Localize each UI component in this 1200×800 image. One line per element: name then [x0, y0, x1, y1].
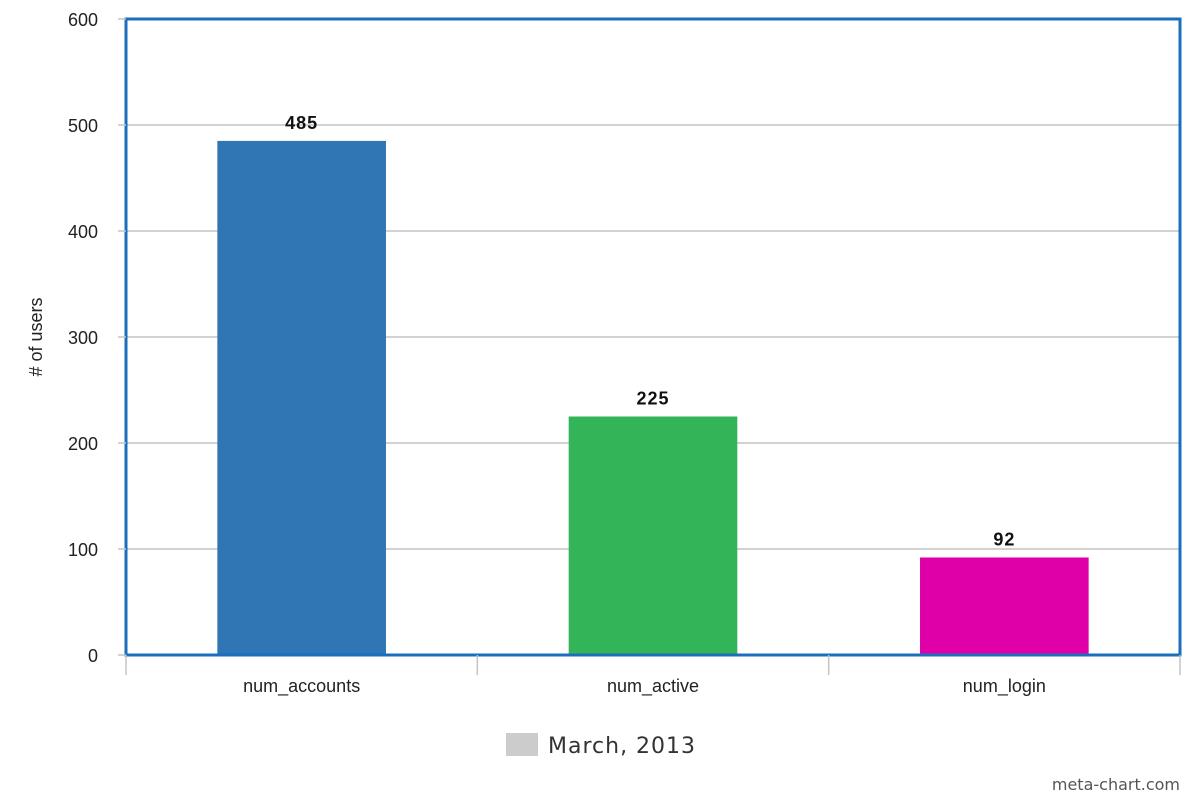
- y-tick-label: 0: [88, 646, 98, 666]
- data-label: 92: [993, 529, 1015, 549]
- y-tick-label: 600: [68, 10, 98, 30]
- axes: 0 100 200 300 400 500 600 num_accounts num_activ…: [68, 10, 1181, 697]
- legend-swatch: [506, 733, 538, 756]
- y-tick-label: 200: [68, 434, 98, 454]
- legend: March, 2013: [506, 733, 696, 759]
- x-tick-label: num_accounts: [243, 676, 360, 697]
- bar-num_accounts: [217, 140, 386, 655]
- legend-label: March, 2013: [548, 734, 696, 759]
- y-tick-label: 400: [68, 222, 98, 242]
- y-axis-title: # of users: [26, 297, 46, 376]
- x-tick-label: num_login: [963, 676, 1046, 697]
- data-label: 485: [285, 113, 318, 133]
- y-tick-label: 500: [68, 116, 98, 136]
- bar-num_active: [568, 416, 738, 655]
- y-tick-label: 300: [68, 328, 98, 348]
- data-labels: 485 225 92: [285, 113, 1015, 550]
- x-tick-label: num_active: [607, 676, 699, 697]
- bar-num_login: [920, 557, 1089, 655]
- watermark: meta-chart.com: [1052, 775, 1180, 794]
- bars: [217, 140, 1089, 655]
- y-tick-label: 100: [68, 540, 98, 560]
- data-label: 225: [636, 389, 669, 409]
